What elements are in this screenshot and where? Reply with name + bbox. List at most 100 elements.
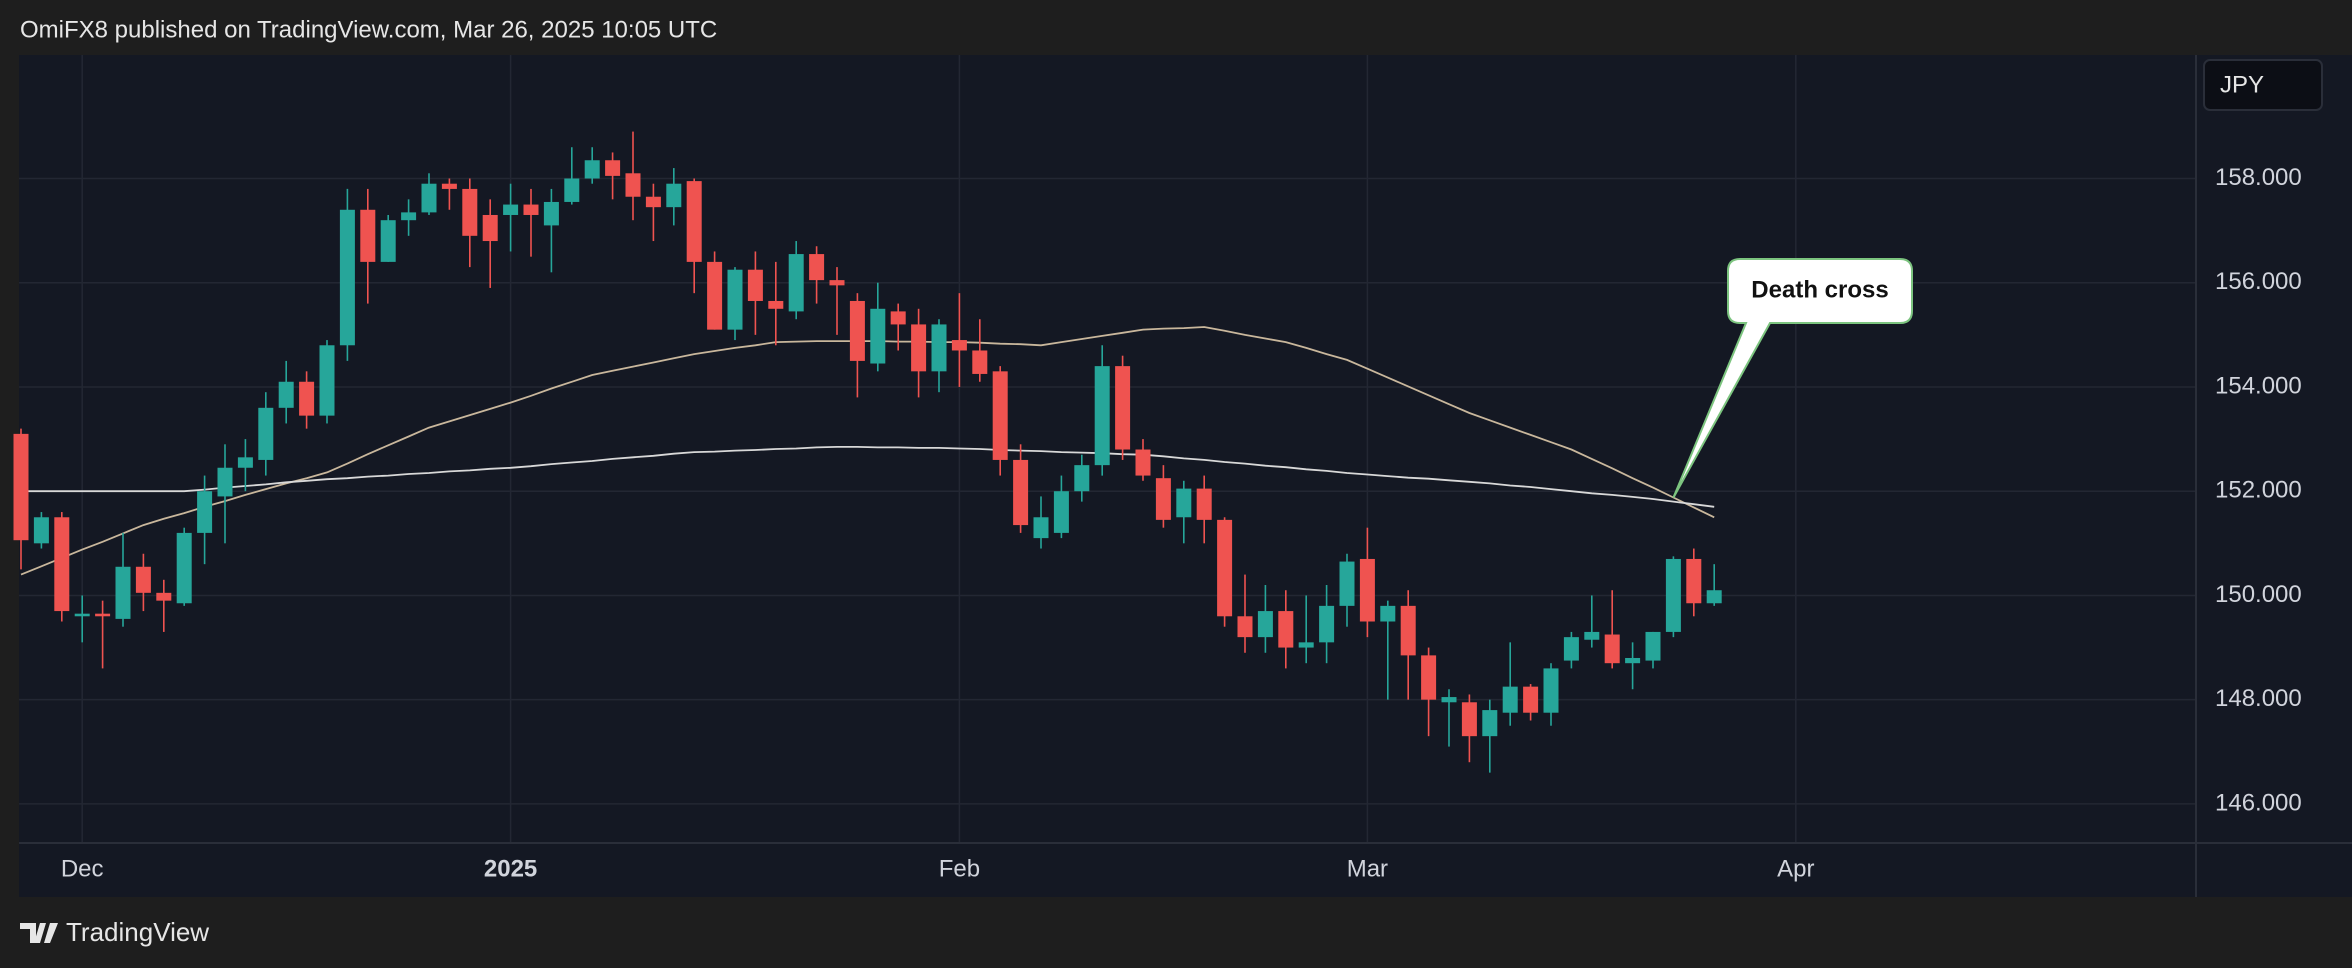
- candle-body: [1196, 488, 1212, 520]
- candle-body: [380, 220, 396, 262]
- candle-body: [1319, 605, 1335, 643]
- x-tick-label: Dec: [61, 855, 104, 882]
- candle-body: [278, 381, 294, 408]
- currency-badge: [2203, 59, 2323, 111]
- candle-body: [299, 381, 315, 416]
- candle-body: [237, 457, 253, 468]
- candle-body: [1441, 697, 1457, 703]
- candle-body: [849, 300, 865, 361]
- candle-body: [1278, 611, 1294, 648]
- candle-body: [768, 300, 784, 309]
- candle-body: [523, 204, 539, 215]
- candle-body: [156, 592, 172, 601]
- y-tick-label: 158.000: [2215, 164, 2302, 191]
- candle-body: [176, 532, 192, 604]
- y-tick-label: 148.000: [2215, 685, 2302, 712]
- candle-body: [1033, 517, 1049, 539]
- candle-body: [1625, 657, 1641, 664]
- candle-body: [217, 467, 233, 497]
- candle-body: [441, 183, 457, 189]
- x-tick-label: Feb: [939, 855, 980, 882]
- candle-body: [972, 350, 988, 374]
- candle-body: [1074, 465, 1090, 492]
- candle-body: [339, 209, 355, 346]
- header-text: OmiFX8 published on TradingView.com, Mar…: [20, 16, 717, 43]
- candle-body: [360, 209, 376, 262]
- candle-body: [1155, 478, 1171, 520]
- moving-average: [21, 446, 1715, 508]
- candle-body: [992, 371, 1008, 460]
- price-axis: [2196, 55, 2352, 843]
- candle-body: [258, 407, 274, 460]
- candle-body: [1563, 637, 1579, 661]
- currency-label: JPY: [2220, 71, 2264, 98]
- candle-body: [707, 261, 723, 330]
- y-tick-label: 152.000: [2215, 477, 2302, 504]
- candle-body: [115, 566, 131, 619]
- candle-body: [870, 308, 886, 364]
- candle-body: [931, 324, 947, 372]
- candle-body: [1257, 611, 1273, 638]
- candle-body: [1523, 686, 1539, 713]
- candle-body: [543, 201, 559, 226]
- candle-body: [421, 183, 437, 213]
- candle-body: [1482, 710, 1498, 737]
- candle-body: [666, 183, 682, 208]
- x-tick-label: 2025: [484, 855, 537, 882]
- candle-body: [584, 160, 600, 179]
- candle-body: [1176, 488, 1192, 518]
- candle-body: [1298, 642, 1314, 648]
- candle-body: [1686, 558, 1702, 604]
- candle-body: [1094, 366, 1110, 466]
- candle-body: [13, 433, 29, 541]
- candle-body: [890, 311, 906, 325]
- candle-body: [54, 517, 70, 612]
- candle-body: [727, 269, 743, 330]
- candle-body: [1400, 605, 1416, 656]
- logo-icon: [20, 923, 58, 943]
- candle-body: [829, 280, 845, 286]
- callout: Death cross: [1672, 258, 1913, 499]
- candle-body: [1584, 631, 1600, 640]
- candle-body: [605, 160, 621, 176]
- candle-body: [503, 204, 519, 215]
- x-tick-label: Mar: [1347, 855, 1388, 882]
- candle-body: [1502, 686, 1518, 713]
- candle-body: [1604, 634, 1620, 664]
- candle-body: [645, 196, 661, 208]
- candle-body: [74, 613, 90, 617]
- candle-body: [1380, 605, 1396, 622]
- candle-body: [1461, 702, 1477, 737]
- candle-body: [401, 212, 417, 221]
- y-tick-label: 146.000: [2215, 789, 2302, 816]
- time-axis: [19, 843, 2352, 897]
- y-tick-label: 154.000: [2215, 372, 2302, 399]
- candle-body: [197, 491, 213, 533]
- candle-body: [747, 269, 763, 301]
- footer-logo: TradingView: [20, 917, 209, 947]
- candle-body: [625, 173, 641, 197]
- y-tick-label: 150.000: [2215, 581, 2302, 608]
- candle-body: [95, 613, 111, 617]
- candle-body: [1421, 655, 1437, 700]
- candle-body: [1135, 449, 1151, 476]
- callout-text: Death cross: [1751, 276, 1888, 303]
- candle-body: [33, 517, 49, 544]
- candle-body: [1359, 558, 1375, 622]
- candle-body: [482, 214, 498, 242]
- candle-body: [1013, 459, 1029, 526]
- moving-averages: [20, 326, 1715, 576]
- candle-body: [319, 345, 335, 416]
- candle-body: [1706, 590, 1722, 604]
- axis-labels: 146.000 148.000 150.000 152.000 154.000 156.0…: [61, 164, 2302, 883]
- candle-body: [951, 340, 967, 351]
- candle-body: [686, 181, 702, 262]
- candle-body: [1543, 668, 1559, 713]
- candle-body: [1115, 366, 1131, 450]
- candle-body: [1339, 561, 1355, 606]
- candle-body: [1645, 631, 1661, 661]
- brand: TradingView: [66, 917, 209, 947]
- y-tick-label: 156.000: [2215, 268, 2302, 295]
- candle-body: [1053, 491, 1069, 533]
